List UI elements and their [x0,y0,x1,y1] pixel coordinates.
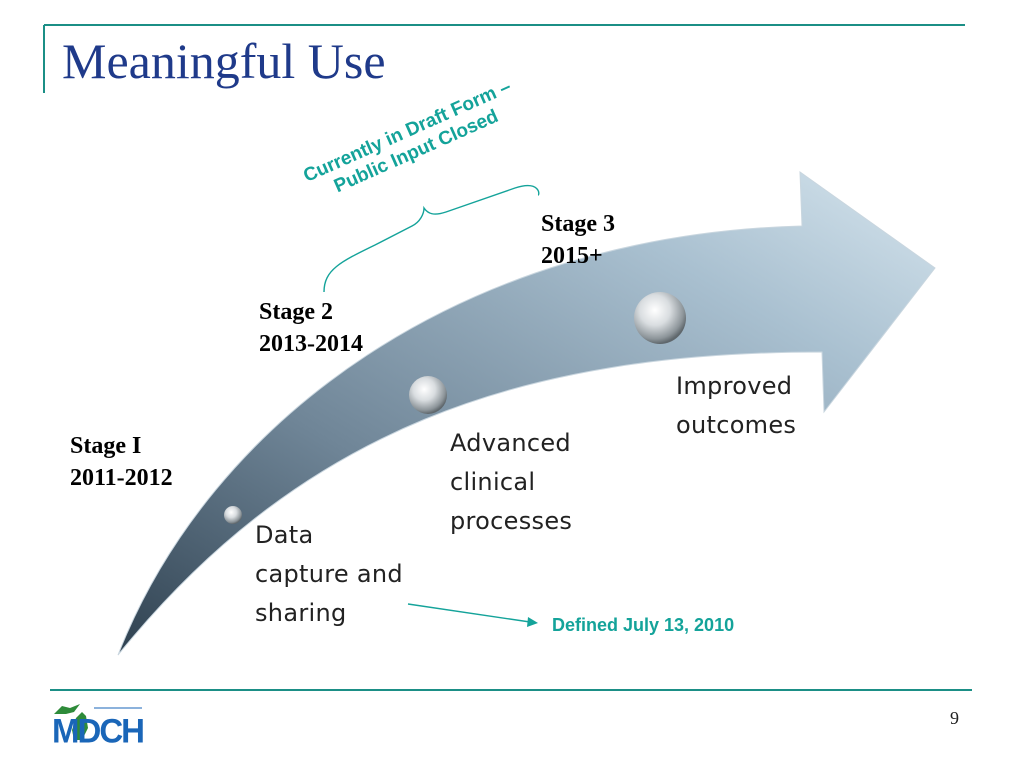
outcome-stage2: Advanced clinical processes [450,424,572,541]
outcome-stage1: Data capture and sharing [255,516,403,633]
outcome-stage3: Improved outcomes [676,367,796,445]
stage3-years: 2015+ [541,243,603,269]
mdch-logo: MDCH [50,700,150,750]
outcome-stage2-line: processes [450,507,573,535]
milestone-dot-stage3 [634,292,686,344]
stage1-years: 2011-2012 [70,465,173,491]
arrow-shape [117,171,936,656]
milestone-dot-stage1 [224,506,242,524]
stage2-label: Stage 2 2013-2014 [259,296,363,360]
stage2-name: Stage 2 [259,299,333,325]
logo-text: MDCH [52,711,145,750]
outcome-stage2-line: Advanced [450,429,571,457]
slide-title: Meaningful Use [62,33,386,89]
defined-arrow-line [407,603,531,623]
stage3-label: Stage 3 2015+ [541,208,615,272]
draft-brace [323,185,540,293]
outcome-stage2-line: clinical [450,468,536,496]
stage3-name: Stage 3 [541,211,615,237]
defined-note: Defined July 13, 2010 [552,615,735,635]
outcome-stage1-line: sharing [255,599,347,627]
defined-arrow-head [527,617,538,627]
stage1-label: Stage I 2011-2012 [70,430,173,494]
stage1-name: Stage I [70,433,142,459]
outcome-stage3-line: Improved [676,372,793,400]
milestone-dot-stage2 [409,376,447,414]
page-number: 9 [950,708,959,728]
outcome-stage3-line: outcomes [676,411,797,439]
outcome-stage1-line: Data [255,521,314,549]
outcome-stage1-line: capture and [255,560,403,588]
stage2-years: 2013-2014 [259,331,363,357]
michigan-map-icon [54,704,142,740]
